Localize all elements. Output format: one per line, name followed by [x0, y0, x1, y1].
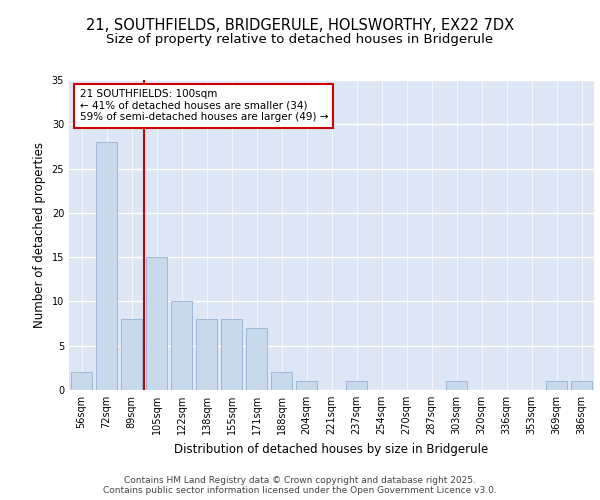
Bar: [121, 319, 142, 390]
Bar: [146, 257, 167, 390]
Bar: [546, 381, 567, 390]
Bar: [346, 381, 367, 390]
Bar: [271, 372, 292, 390]
Bar: [446, 381, 467, 390]
Text: Contains HM Land Registry data © Crown copyright and database right 2025.
Contai: Contains HM Land Registry data © Crown c…: [103, 476, 497, 495]
Bar: [221, 319, 242, 390]
Y-axis label: Number of detached properties: Number of detached properties: [33, 142, 46, 328]
Bar: [571, 381, 592, 390]
Text: 21, SOUTHFIELDS, BRIDGERULE, HOLSWORTHY, EX22 7DX: 21, SOUTHFIELDS, BRIDGERULE, HOLSWORTHY,…: [86, 18, 514, 32]
X-axis label: Distribution of detached houses by size in Bridgerule: Distribution of detached houses by size …: [175, 442, 488, 456]
Bar: [71, 372, 92, 390]
Text: Size of property relative to detached houses in Bridgerule: Size of property relative to detached ho…: [106, 32, 494, 46]
Bar: [171, 302, 192, 390]
Bar: [96, 142, 117, 390]
Text: 21 SOUTHFIELDS: 100sqm
← 41% of detached houses are smaller (34)
59% of semi-det: 21 SOUTHFIELDS: 100sqm ← 41% of detached…: [79, 90, 328, 122]
Bar: [196, 319, 217, 390]
Bar: [296, 381, 317, 390]
Bar: [246, 328, 267, 390]
